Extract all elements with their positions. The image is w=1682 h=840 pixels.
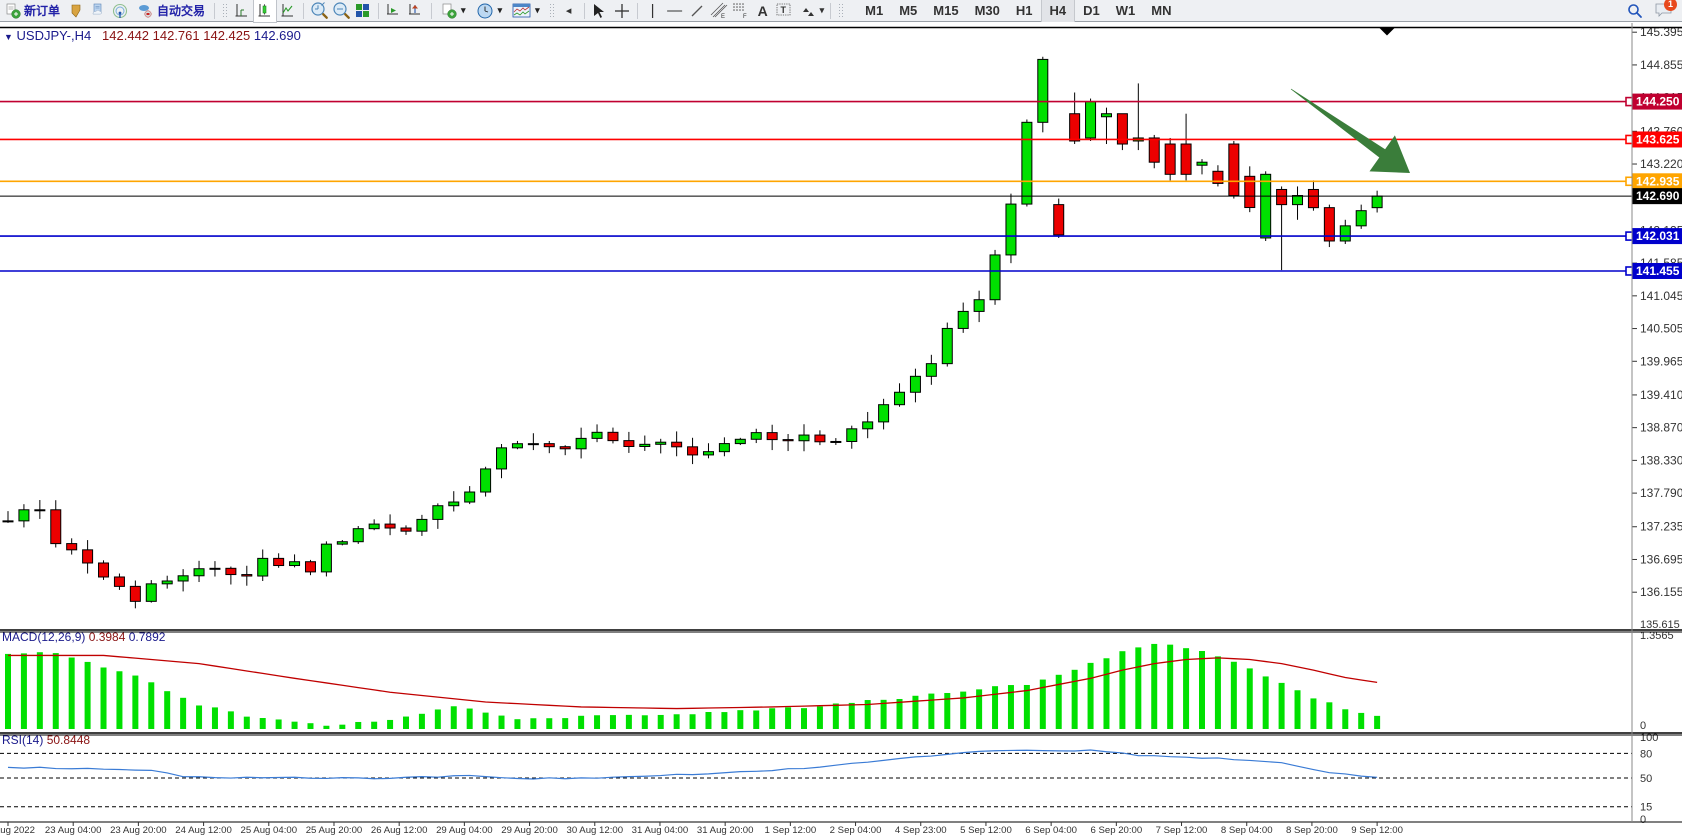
svg-text:141.045: 141.045 <box>1640 289 1682 303</box>
svg-text:23 Aug 04:00: 23 Aug 04:00 <box>45 825 102 836</box>
svg-text:138.330: 138.330 <box>1640 453 1682 467</box>
svg-text:141.455: 141.455 <box>1636 264 1680 278</box>
svg-text:30 Aug 12:00: 30 Aug 12:00 <box>566 825 623 836</box>
svg-text:6 Sep 04:00: 6 Sep 04:00 <box>1025 825 1077 836</box>
svg-text:15: 15 <box>1640 802 1652 814</box>
svg-text:50: 50 <box>1640 773 1652 785</box>
svg-text:29 Aug 20:00: 29 Aug 20:00 <box>501 825 558 836</box>
svg-text:144.855: 144.855 <box>1640 58 1682 72</box>
svg-text:142.935: 142.935 <box>1636 174 1680 188</box>
svg-text:0: 0 <box>1640 814 1646 826</box>
svg-text:8 Sep 04:00: 8 Sep 04:00 <box>1221 825 1273 836</box>
svg-text:139.410: 139.410 <box>1640 388 1682 402</box>
svg-text:138.870: 138.870 <box>1640 421 1682 435</box>
svg-text:2 Sep 04:00: 2 Sep 04:00 <box>830 825 882 836</box>
svg-text:5 Sep 12:00: 5 Sep 12:00 <box>960 825 1012 836</box>
svg-text:136.695: 136.695 <box>1640 552 1682 566</box>
svg-text:25 Aug 20:00: 25 Aug 20:00 <box>306 825 363 836</box>
svg-text:144.250: 144.250 <box>1636 95 1680 109</box>
svg-text:26 Aug 12:00: 26 Aug 12:00 <box>371 825 428 836</box>
svg-text:137.790: 137.790 <box>1640 486 1682 500</box>
svg-text:22 Aug 2022: 22 Aug 2022 <box>0 825 35 836</box>
svg-text:142.690: 142.690 <box>1636 189 1680 203</box>
svg-text:E: E <box>721 14 725 20</box>
svg-text:136.155: 136.155 <box>1640 585 1682 599</box>
svg-text:23 Aug 20:00: 23 Aug 20:00 <box>110 825 167 836</box>
svg-text:100: 100 <box>1640 732 1658 744</box>
svg-text:0: 0 <box>1640 720 1646 732</box>
svg-text:140.505: 140.505 <box>1640 322 1682 336</box>
svg-text:80: 80 <box>1640 748 1652 760</box>
svg-text:31 Aug 04:00: 31 Aug 04:00 <box>632 825 689 836</box>
svg-text:25 Aug 04:00: 25 Aug 04:00 <box>240 825 297 836</box>
svg-text:F: F <box>743 14 747 20</box>
svg-text:8 Sep 20:00: 8 Sep 20:00 <box>1286 825 1338 836</box>
svg-text:142.031: 142.031 <box>1636 229 1680 243</box>
svg-text:31 Aug 20:00: 31 Aug 20:00 <box>697 825 754 836</box>
svg-text:9 Sep 12:00: 9 Sep 12:00 <box>1351 825 1403 836</box>
svg-text:135.615: 135.615 <box>1640 619 1680 631</box>
svg-text:6 Sep 20:00: 6 Sep 20:00 <box>1090 825 1142 836</box>
svg-text:T: T <box>780 5 786 15</box>
svg-text:24 Aug 12:00: 24 Aug 12:00 <box>175 825 232 836</box>
svg-text:137.235: 137.235 <box>1640 520 1682 534</box>
svg-text:143.625: 143.625 <box>1636 132 1680 146</box>
svg-text:1 Sep 12:00: 1 Sep 12:00 <box>764 825 816 836</box>
svg-text:143.220: 143.220 <box>1640 157 1682 171</box>
svg-text:29 Aug 04:00: 29 Aug 04:00 <box>436 825 493 836</box>
svg-text:139.965: 139.965 <box>1640 354 1682 368</box>
svg-text:7 Sep 12:00: 7 Sep 12:00 <box>1156 825 1208 836</box>
svg-text:4 Sep 23:00: 4 Sep 23:00 <box>895 825 947 836</box>
